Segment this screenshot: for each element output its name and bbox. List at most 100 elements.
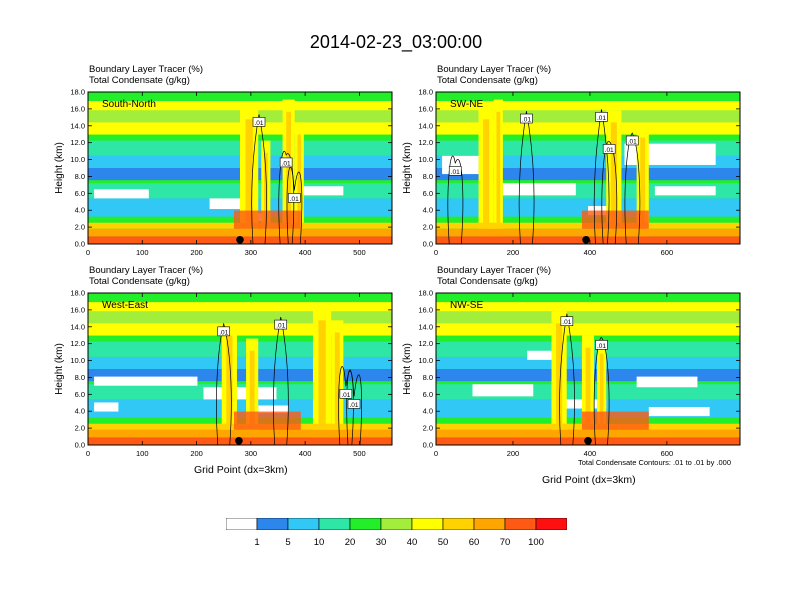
colorbar xyxy=(226,518,567,530)
y-tick-label: 10.0 xyxy=(418,155,433,164)
contour-label: .01 xyxy=(560,316,574,326)
x-tick-label: 400 xyxy=(299,248,312,257)
colorbar-label: 40 xyxy=(406,537,418,548)
panel-sw-ne-header: Boundary Layer Tracer (%) Total Condensa… xyxy=(437,64,551,86)
y-tick-label: 8.0 xyxy=(75,172,85,181)
plot-frame xyxy=(435,292,741,446)
x-tick-label: 0 xyxy=(86,248,90,257)
y-tick-label: 14.0 xyxy=(70,121,85,130)
panel-name: SW-NE xyxy=(450,99,483,110)
colorbar-swatch xyxy=(349,518,382,530)
colorbar-label: 30 xyxy=(375,537,387,548)
y-tick-label: 14.0 xyxy=(418,121,433,130)
svg-text:.01: .01 xyxy=(282,160,291,167)
colorbar-swatch xyxy=(504,518,537,530)
y-tick-label: 6.0 xyxy=(423,189,433,198)
x-axis: 0 100 200 300 400 500 xyxy=(86,293,366,458)
colorbar-swatch xyxy=(535,518,567,530)
x-tick-label: 200 xyxy=(507,248,520,257)
y-axis: 0.0 2.0 4.0 6.0 8.0 10.0 12.0 14.0 16.0 18.0 xyxy=(418,88,740,249)
plot-frame xyxy=(87,91,393,245)
panel-nw-se: .01 .01 NW-SE 0.0 2.0 4.0 6.0 8.0 10.0 12.0 14.0 16… xyxy=(402,289,741,458)
y-tick-label: 10.0 xyxy=(70,356,85,365)
x-tick-label: 400 xyxy=(584,248,597,257)
x-axis-title-nw-se: Grid Point (dx=3km) xyxy=(542,474,636,486)
y-tick-label: 16.0 xyxy=(418,104,433,113)
panel-nw-se-line1: Boundary Layer Tracer (%) xyxy=(437,265,552,276)
panel-west-east-line2: Total Condensate (g/kg) xyxy=(89,276,190,287)
x-tick-label: 600 xyxy=(661,248,674,257)
contour-note: Total Condensate Contours: .01 to .01 by… xyxy=(578,458,732,467)
colorbar-swatch xyxy=(226,518,258,530)
colorbar-swatch xyxy=(287,518,320,530)
y-tick-label: 6.0 xyxy=(423,390,433,399)
location-marker xyxy=(236,235,244,244)
x-tick-label: 500 xyxy=(353,248,366,257)
x-tick-label: 400 xyxy=(584,449,597,458)
y-tick-label: 12.0 xyxy=(70,138,85,147)
y-tick-label: 0.0 xyxy=(423,441,433,450)
contour-label: .01 xyxy=(625,135,639,145)
colorbar-swatch xyxy=(380,518,413,530)
contour-label: .01 xyxy=(347,399,361,409)
svg-text:.01: .01 xyxy=(341,392,350,399)
y-tick-label: 4.0 xyxy=(75,407,85,416)
panel-west-east-header: Boundary Layer Tracer (%) Total Condensa… xyxy=(89,265,203,287)
y-tick-label: 12.0 xyxy=(70,339,85,348)
svg-text:.01: .01 xyxy=(562,319,571,326)
svg-text:.01: .01 xyxy=(451,169,460,176)
contour-label: .01 xyxy=(595,112,608,122)
x-tick-label: 500 xyxy=(353,449,366,458)
field-shading xyxy=(88,293,392,445)
y-axis: 0.0 2.0 4.0 6.0 8.0 10.0 12.0 14.0 16.0 18.0 xyxy=(70,289,392,450)
y-axis-title: Height (km) xyxy=(402,343,413,395)
y-axis-title: Height (km) xyxy=(54,142,65,194)
colorbar-label: 60 xyxy=(468,537,480,548)
colorbar-swatch xyxy=(442,518,475,530)
svg-text:.01: .01 xyxy=(290,196,299,203)
x-tick-label: 200 xyxy=(507,449,520,458)
contour-label: .01 xyxy=(217,326,231,336)
x-axis: 0 200 400 600 xyxy=(434,293,673,458)
y-tick-label: 10.0 xyxy=(70,155,85,164)
y-tick-label: 8.0 xyxy=(423,172,433,181)
contour-label: .01 xyxy=(287,193,301,203)
contour-label: .01 xyxy=(339,389,353,399)
y-tick-label: 16.0 xyxy=(70,305,85,314)
location-marker xyxy=(235,436,243,445)
y-tick-label: 8.0 xyxy=(423,373,433,382)
location-marker xyxy=(584,436,592,445)
panel-west-east-line1: Boundary Layer Tracer (%) xyxy=(89,265,204,276)
x-tick-label: 600 xyxy=(661,449,674,458)
x-axis: 0 200 400 600 xyxy=(434,92,673,257)
svg-text:.01: .01 xyxy=(597,115,606,122)
colorbar-swatch xyxy=(411,518,444,530)
y-tick-label: 12.0 xyxy=(418,339,433,348)
colorbar-label: 50 xyxy=(437,537,449,548)
svg-text:.01: .01 xyxy=(254,120,263,127)
svg-text:.01: .01 xyxy=(605,147,614,154)
y-tick-label: 8.0 xyxy=(75,373,85,382)
y-tick-label: 4.0 xyxy=(75,206,85,215)
colorbar-label: 1 xyxy=(254,537,260,548)
panel-south-north: .01 .01 .01 South-North 0.0 2.0 4.0 6.0 8.0 10.0 1… xyxy=(54,88,393,257)
panel-sw-ne-line2: Total Condensate (g/kg) xyxy=(437,75,538,86)
x-axis-title-west-east: Grid Point (dx=3km) xyxy=(194,464,288,476)
contour-label: .01 xyxy=(448,166,462,176)
panel-name: West-East xyxy=(102,300,148,311)
panel-south-north-header: Boundary Layer Tracer (%) Total Condensa… xyxy=(89,64,203,86)
field-shading xyxy=(88,92,392,244)
svg-text:.01: .01 xyxy=(522,117,531,124)
y-tick-label: 14.0 xyxy=(70,322,85,331)
y-tick-label: 18.0 xyxy=(70,289,85,298)
contour-label: .01 xyxy=(274,319,288,330)
panel-south-north-line2: Total Condensate (g/kg) xyxy=(89,75,190,86)
y-tick-label: 2.0 xyxy=(423,424,433,433)
colorbar-label: 70 xyxy=(499,537,511,548)
y-tick-label: 10.0 xyxy=(418,356,433,365)
y-tick-label: 14.0 xyxy=(418,322,433,331)
field-shading xyxy=(436,92,740,244)
y-tick-label: 0.0 xyxy=(75,441,85,450)
condensate-contours xyxy=(447,109,641,245)
field-shading xyxy=(436,293,740,445)
